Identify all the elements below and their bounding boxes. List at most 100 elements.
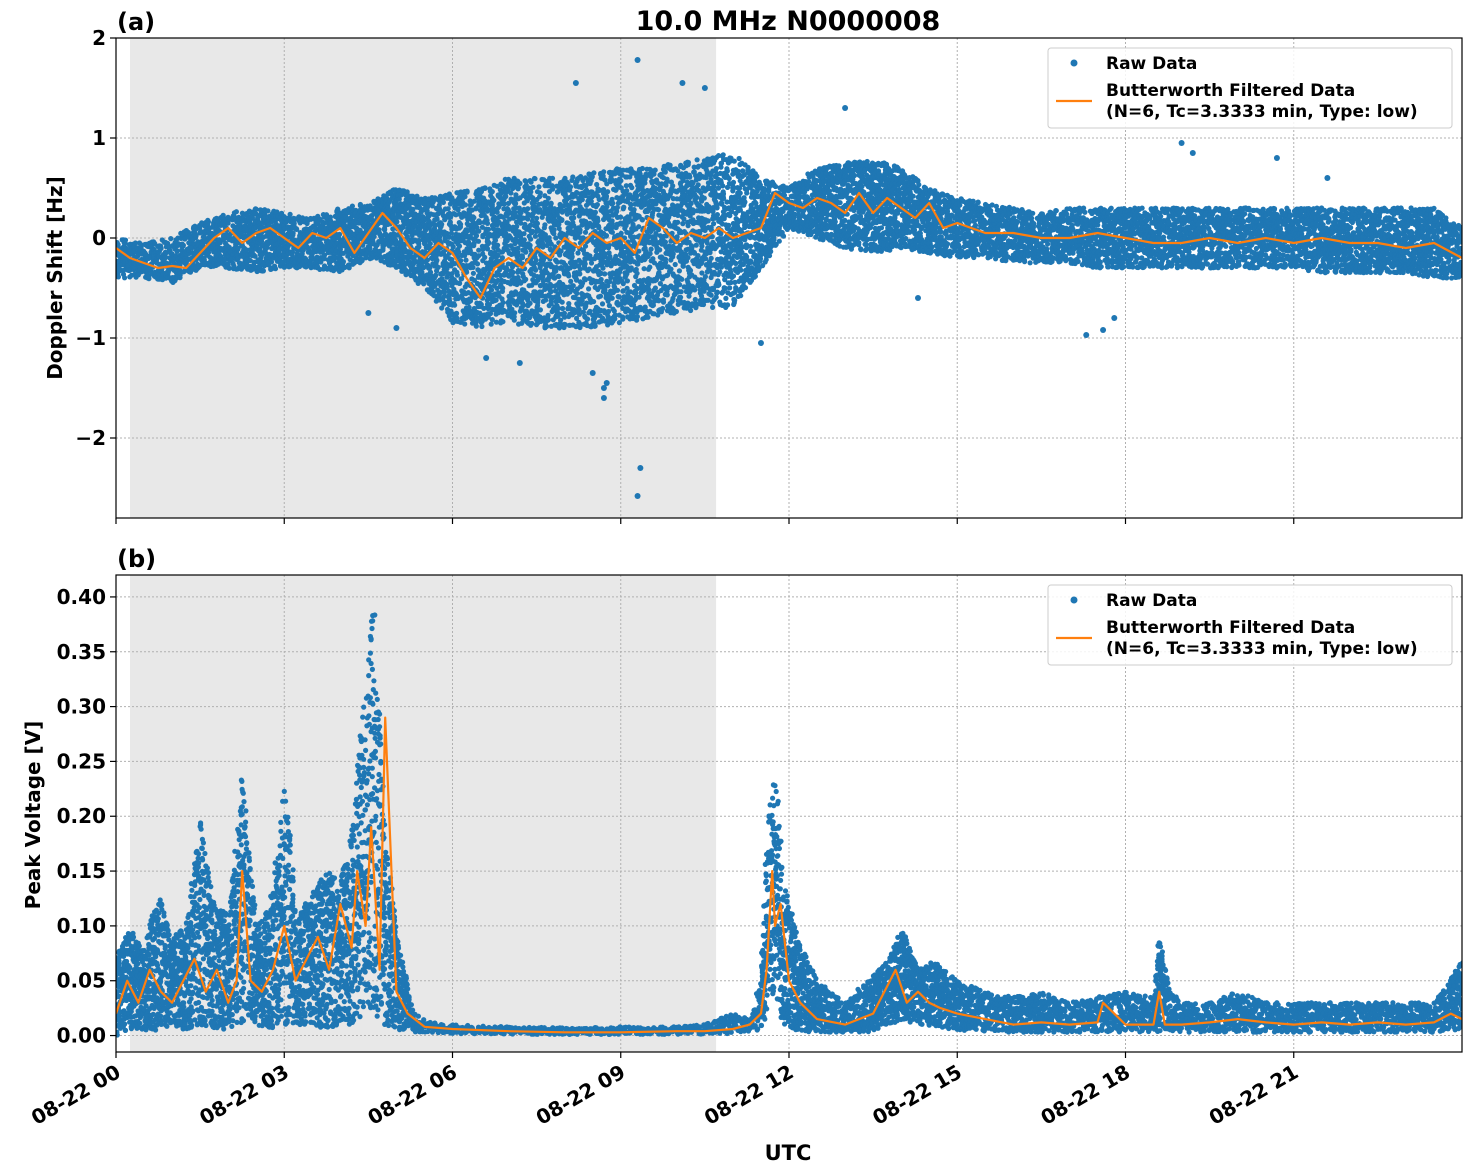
raw-data-point <box>491 198 496 203</box>
raw-data-point <box>517 181 522 186</box>
raw-data-point <box>523 277 528 282</box>
raw-data-point <box>583 244 588 249</box>
raw-data-point <box>602 271 607 276</box>
raw-data-point <box>635 271 640 276</box>
raw-data-point <box>610 201 615 206</box>
raw-data-point <box>604 233 609 238</box>
raw-data-point <box>162 256 167 261</box>
x-axis-label: UTC <box>765 1141 812 1165</box>
raw-data-point <box>588 181 593 186</box>
raw-data-point <box>604 194 609 199</box>
raw-data-point <box>610 230 615 235</box>
raw-data-point <box>542 222 547 227</box>
raw-data-point <box>640 166 645 171</box>
raw-data-point <box>560 300 565 305</box>
raw-data-point <box>591 170 596 175</box>
raw-data-point <box>463 258 468 263</box>
raw-data-point <box>485 221 490 226</box>
raw-data-point <box>593 323 598 328</box>
raw-data-point <box>560 306 565 311</box>
raw-data-point <box>595 202 600 207</box>
raw-data-point <box>621 205 626 210</box>
raw-data-point <box>629 185 634 190</box>
raw-data-point <box>513 201 518 206</box>
raw-data-point <box>628 268 633 273</box>
raw-data-point <box>647 265 652 270</box>
raw-data-point <box>503 194 508 199</box>
raw-data-point <box>586 286 591 291</box>
raw-data-point <box>341 259 346 264</box>
raw-data-point <box>465 189 470 194</box>
raw-data-point <box>624 188 629 193</box>
raw-data-point <box>374 243 379 248</box>
y-axis-label-a: Doppler Shift [Hz] <box>43 176 67 380</box>
panel-a-label: (a) <box>117 8 155 36</box>
raw-data-point <box>454 311 459 316</box>
raw-data-point <box>205 221 210 226</box>
raw-data-point <box>635 314 640 319</box>
raw-data-point <box>434 258 439 263</box>
raw-data-point <box>436 265 441 270</box>
raw-data-point <box>439 222 444 227</box>
raw-data-point <box>456 207 461 212</box>
raw-data-point <box>594 182 599 187</box>
raw-data-point <box>457 244 462 249</box>
raw-data-point <box>642 266 647 271</box>
raw-data-point <box>538 190 543 195</box>
raw-data-point <box>549 201 554 206</box>
raw-data-point <box>482 186 487 191</box>
raw-data-point <box>615 205 620 210</box>
raw-data-point <box>606 309 611 314</box>
raw-data-point <box>583 230 588 235</box>
raw-data-point <box>428 241 433 246</box>
raw-data-point <box>234 209 239 214</box>
raw-data-point <box>430 200 435 205</box>
raw-data-point <box>598 294 603 299</box>
chart-title: 10.0 MHz N0000008 <box>636 6 941 37</box>
raw-data-point <box>181 243 186 248</box>
raw-data-point <box>570 254 575 259</box>
raw-data-point <box>476 248 481 253</box>
raw-data-point <box>618 215 623 220</box>
raw-data-point <box>609 296 614 301</box>
raw-data-point <box>585 317 590 322</box>
raw-data-point <box>175 249 180 254</box>
raw-data-point <box>575 250 580 255</box>
raw-data-point <box>508 190 513 195</box>
raw-data-point <box>490 189 495 194</box>
raw-data-point <box>428 270 433 275</box>
raw-data-point <box>265 208 270 213</box>
raw-data-point <box>168 236 173 241</box>
raw-data-point <box>523 250 528 255</box>
raw-data-point <box>636 224 641 229</box>
raw-data-point <box>533 268 538 273</box>
raw-data-point <box>476 239 481 244</box>
raw-data-point <box>123 238 128 243</box>
raw-data-point <box>500 300 505 305</box>
raw-data-point <box>599 277 604 282</box>
raw-data-point <box>192 224 197 229</box>
raw-data-point <box>534 216 539 221</box>
raw-data-point <box>533 234 538 239</box>
raw-data-point <box>530 185 535 190</box>
raw-data-point <box>619 231 624 236</box>
raw-data-point <box>446 206 451 211</box>
raw-data-point <box>643 246 648 251</box>
raw-data-point <box>159 246 164 251</box>
raw-data-point <box>495 243 500 248</box>
raw-data-point <box>452 303 457 308</box>
raw-data-point <box>529 321 534 326</box>
raw-data-point <box>548 289 553 294</box>
raw-data-point <box>562 311 567 316</box>
raw-data-point <box>337 232 342 237</box>
raw-data-point <box>571 283 576 288</box>
raw-data-point <box>394 219 399 224</box>
raw-data-point <box>486 240 491 245</box>
raw-data-point <box>514 224 519 229</box>
raw-data-point <box>584 301 589 306</box>
raw-data-point <box>600 301 605 306</box>
raw-data-point <box>618 178 623 183</box>
